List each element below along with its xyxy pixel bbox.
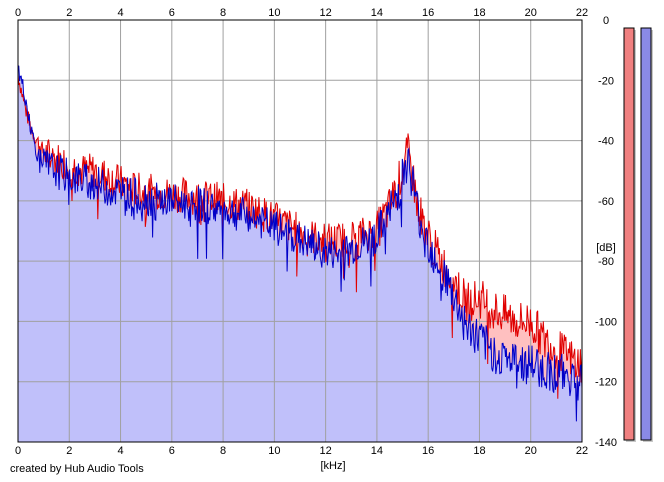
x-tick-label-bottom: 12	[320, 445, 332, 457]
y-tick-label: -100	[595, 316, 617, 328]
x-axis-bottom-ticks: 0 2 4 6 8 10 12 14 16 18 20 22	[15, 445, 588, 457]
x-tick-label-bottom: 20	[525, 445, 537, 457]
x-tick-label-bottom: 8	[220, 445, 226, 457]
x-axis-top-ticks: 0 2 4 6 8 10 12 14 16 18 20 22	[15, 7, 588, 19]
x-tick-label-top: 6	[169, 7, 175, 19]
y-tick-label: -80	[598, 256, 614, 268]
level-meter-right	[640, 27, 652, 441]
y-tick-label: -140	[595, 437, 617, 449]
x-tick-label-bottom: 10	[268, 445, 280, 457]
x-tick-label-bottom: 0	[15, 445, 21, 457]
x-tick-label-top: 12	[320, 7, 332, 19]
x-tick-label-top: 10	[268, 7, 280, 19]
x-tick-label-bottom: 2	[66, 445, 72, 457]
x-tick-label-top: 2	[66, 7, 72, 19]
x-tick-label-bottom: 22	[576, 445, 588, 457]
x-tick-label-bottom: 16	[422, 445, 434, 457]
spectrum-line-right	[17, 65, 583, 422]
y-tick-label: -40	[598, 136, 614, 148]
y-axis-label: [dB]	[596, 242, 616, 254]
x-tick-label-top: 4	[117, 7, 123, 19]
y-axis-ticks: 0 -20 -40 -60 -80 -100 -120 -140	[595, 15, 617, 449]
y-tick-label: -60	[598, 196, 614, 208]
x-tick-label-top: 8	[220, 7, 226, 19]
x-tick-label-bottom: 4	[117, 445, 123, 457]
x-tick-label-top: 14	[371, 7, 383, 19]
spectrum-fill-layer	[18, 65, 582, 443]
x-axis-label: [kHz]	[320, 460, 345, 472]
x-tick-label-bottom: 18	[473, 445, 485, 457]
spectrum-line-layer	[17, 65, 583, 422]
level-meters	[623, 27, 653, 442]
x-tick-label-bottom: 6	[169, 445, 175, 457]
y-tick-label: 0	[603, 15, 609, 27]
spectrum-fill-right	[18, 65, 582, 442]
credit-text: created by Hub Audio Tools	[10, 463, 144, 475]
x-tick-label-top: 16	[422, 7, 434, 19]
x-tick-label-bottom: 14	[371, 445, 383, 457]
plot-frame	[17, 19, 583, 443]
y-tick-label: -120	[595, 377, 617, 389]
x-tick-label-top: 0	[15, 7, 21, 19]
x-tick-label-top: 18	[473, 7, 485, 19]
level-meter-left	[623, 27, 635, 441]
x-tick-label-top: 22	[576, 7, 588, 19]
y-tick-label: -20	[598, 75, 614, 87]
x-tick-label-top: 20	[525, 7, 537, 19]
